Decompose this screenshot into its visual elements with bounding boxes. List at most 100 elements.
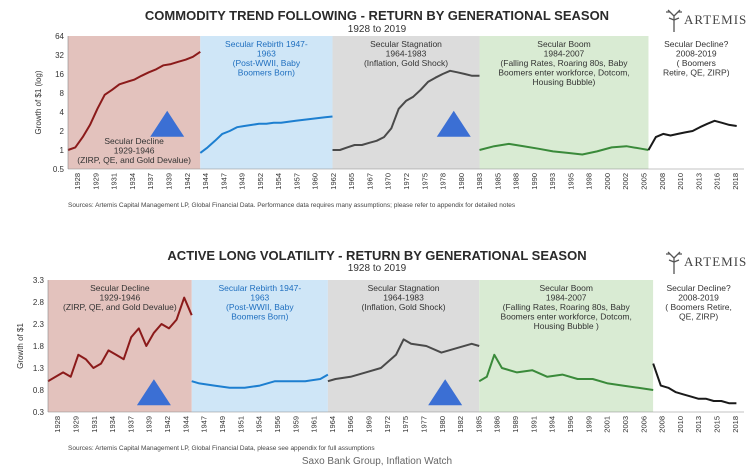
x-tick-label: 2001 bbox=[603, 416, 612, 433]
x-tick-label: 1952 bbox=[256, 173, 265, 190]
season-band-1 bbox=[191, 280, 328, 412]
x-tick-label: 1944 bbox=[201, 173, 210, 190]
x-tick-label: 1944 bbox=[181, 416, 190, 433]
season-label: Boomers Born) bbox=[238, 68, 295, 78]
x-tick-label: 2013 bbox=[694, 173, 703, 190]
x-tick-label: 1975 bbox=[401, 416, 410, 433]
season-label: 1963 bbox=[257, 49, 276, 59]
x-tick-label: 2008 bbox=[658, 416, 667, 433]
x-tick-label: 1994 bbox=[548, 416, 557, 433]
x-tick-label: 1969 bbox=[365, 416, 374, 433]
x-tick-label: 1964 bbox=[328, 416, 337, 433]
stag-logo-icon bbox=[666, 251, 682, 274]
x-tick-label: 1988 bbox=[512, 173, 521, 190]
y-tick-label: 2.8 bbox=[33, 298, 45, 307]
y-tick-label: 1.8 bbox=[33, 342, 45, 351]
x-tick-label: 1951 bbox=[236, 416, 245, 433]
y-axis-label: Growth of $1 bbox=[16, 323, 25, 369]
x-tick-label: 1947 bbox=[200, 416, 209, 433]
x-tick-label: 2013 bbox=[694, 416, 703, 433]
season-label: (Post-WWII, Baby bbox=[226, 302, 294, 312]
season-label: 2008-2019 bbox=[678, 293, 719, 303]
chart-subtitle: 1928 to 2019 bbox=[347, 263, 407, 274]
x-tick-label: 1990 bbox=[530, 173, 539, 190]
season-label: 1929-1946 bbox=[100, 293, 141, 303]
footer-caption: Saxo Bank Group, Inflation Watch bbox=[301, 456, 453, 467]
series-line-3 bbox=[478, 353, 654, 391]
artemis-logo: ARTEMIS bbox=[684, 12, 748, 27]
y-tick-label: 2.3 bbox=[33, 320, 45, 329]
x-tick-label: 2010 bbox=[676, 173, 685, 190]
x-tick-label: 1966 bbox=[346, 416, 355, 433]
season-label: Secular Boom bbox=[537, 39, 590, 49]
x-tick-label: 1983 bbox=[475, 173, 484, 190]
season-label: Boomers enter workforce, Dotcom, bbox=[501, 312, 632, 322]
x-tick-label: 1929 bbox=[91, 173, 100, 190]
x-tick-label: 1961 bbox=[310, 416, 319, 433]
x-tick-label: 1998 bbox=[585, 173, 594, 190]
y-tick-label: 32 bbox=[55, 51, 64, 60]
x-tick-label: 1947 bbox=[219, 173, 228, 190]
x-tick-label: 1928 bbox=[73, 173, 82, 190]
x-tick-label: 1928 bbox=[53, 416, 62, 433]
season-label: Secular Decline bbox=[104, 136, 164, 146]
season-label: Boomers Born) bbox=[231, 312, 288, 322]
season-band-4 bbox=[648, 36, 744, 169]
x-tick-label: 1967 bbox=[365, 173, 374, 190]
season-band-0 bbox=[68, 36, 201, 169]
x-tick-label: 1939 bbox=[145, 416, 154, 433]
series-line-4 bbox=[652, 363, 737, 405]
x-tick-label: 1972 bbox=[383, 416, 392, 433]
x-tick-label: 2005 bbox=[640, 173, 649, 190]
x-tick-label: 1999 bbox=[584, 416, 593, 433]
x-tick-label: 1929 bbox=[71, 416, 80, 433]
x-tick-label: 1980 bbox=[457, 173, 466, 190]
x-tick-label: 2006 bbox=[639, 416, 648, 433]
season-label: 1964-1983 bbox=[383, 293, 424, 303]
x-tick-label: 1993 bbox=[548, 173, 557, 190]
x-tick-label: 1995 bbox=[566, 173, 575, 190]
x-tick-label: 1982 bbox=[456, 416, 465, 433]
season-band-4 bbox=[653, 280, 744, 412]
season-label: 2008-2019 bbox=[676, 49, 717, 59]
x-tick-label: 1965 bbox=[347, 173, 356, 190]
x-tick-label: 1985 bbox=[493, 173, 502, 190]
x-tick-label: 1956 bbox=[273, 416, 282, 433]
y-tick-label: 2 bbox=[60, 127, 65, 136]
x-tick-label: 1957 bbox=[292, 173, 301, 190]
series-line-1 bbox=[191, 373, 329, 389]
series-line-3 bbox=[479, 142, 649, 156]
x-tick-label: 1954 bbox=[255, 416, 264, 433]
season-label: 1984-2007 bbox=[546, 293, 587, 303]
x-tick-label: 2000 bbox=[603, 173, 612, 190]
chart-title: ACTIVE LONG VOLATILITY - RETURN BY GENER… bbox=[167, 248, 587, 263]
x-tick-label: 1972 bbox=[402, 173, 411, 190]
season-label: Secular Stagnation bbox=[368, 283, 440, 293]
season-label: (Falling Rates, Roaring 80s, Baby bbox=[503, 302, 631, 312]
series-line-2 bbox=[332, 69, 480, 151]
x-tick-label: 1960 bbox=[311, 173, 320, 190]
y-tick-label: 0.5 bbox=[53, 165, 65, 174]
season-label: ( Boomers bbox=[677, 58, 716, 68]
y-tick-label: 3.3 bbox=[33, 276, 45, 285]
season-label: (ZIRP, QE, and Gold Devalue) bbox=[77, 155, 191, 165]
chart-subtitle: 1928 to 2019 bbox=[347, 24, 407, 35]
season-label: Housing Bubble ) bbox=[534, 321, 599, 331]
stag-logo-icon bbox=[666, 9, 682, 32]
y-tick-label: 0.3 bbox=[33, 408, 45, 417]
up-arrow-icon bbox=[150, 110, 185, 137]
x-tick-label: 1978 bbox=[439, 173, 448, 190]
up-arrow-icon bbox=[436, 110, 471, 137]
series-line-1 bbox=[199, 115, 333, 154]
season-label: Housing Bubble) bbox=[533, 77, 596, 87]
season-label: (Falling Rates, Roaring 80s, Baby bbox=[500, 58, 628, 68]
season-label: Secular Decline? bbox=[664, 39, 729, 49]
x-tick-label: 1934 bbox=[108, 416, 117, 433]
x-tick-label: 1931 bbox=[110, 173, 119, 190]
up-arrow-icon bbox=[428, 379, 463, 406]
y-tick-label: 1.3 bbox=[33, 364, 45, 373]
x-tick-label: 1980 bbox=[438, 416, 447, 433]
x-tick-label: 1931 bbox=[90, 416, 99, 433]
